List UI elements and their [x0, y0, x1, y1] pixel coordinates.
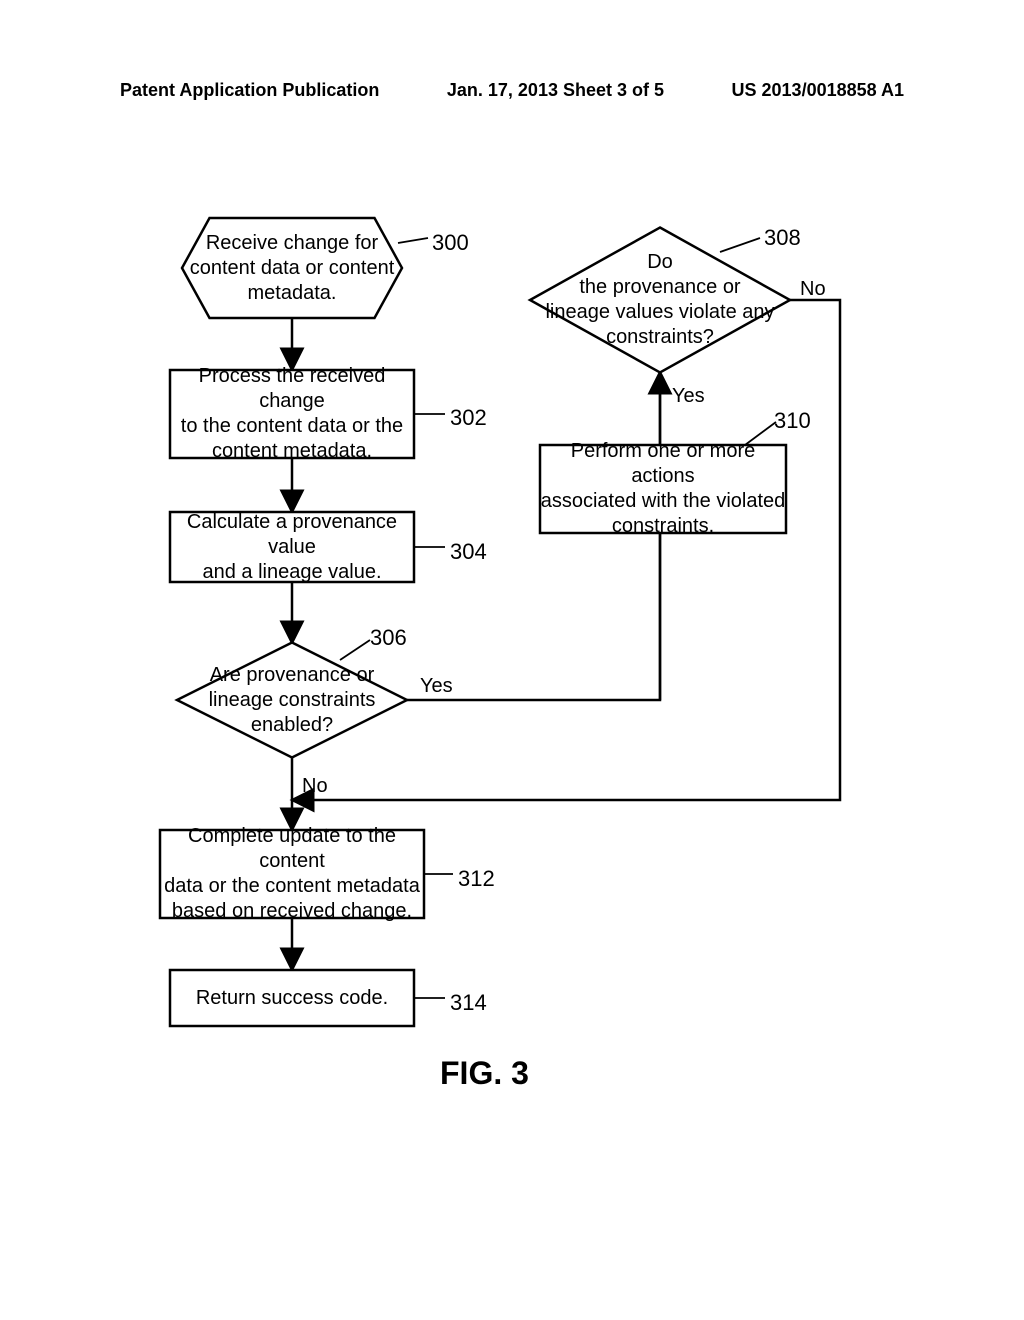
- edge-label: No: [800, 278, 826, 301]
- ref-label-308: 308: [764, 225, 801, 251]
- node-text-n312: Complete update to the contentdata or th…: [160, 830, 424, 918]
- edge-label: Yes: [672, 385, 705, 408]
- ref-label-312: 312: [458, 866, 495, 892]
- ref-label-310: 310: [774, 408, 811, 434]
- node-text-n306: Are provenance orlineage constraintsenab…: [177, 643, 407, 758]
- node-text-n304: Calculate a provenance valueand a lineag…: [170, 512, 414, 582]
- ref-label-314: 314: [450, 990, 487, 1016]
- edge-label: No: [302, 775, 328, 798]
- ref-label-300: 300: [432, 230, 469, 256]
- edge-label: Yes: [420, 675, 453, 698]
- ref-label-304: 304: [450, 539, 487, 565]
- node-text-n302: Process the received changeto the conten…: [170, 370, 414, 458]
- ref-label-306: 306: [370, 625, 407, 651]
- node-text-n314: Return success code.: [170, 970, 414, 1026]
- flowchart-canvas: [0, 0, 1024, 1320]
- node-text-n310: Perform one or more actionsassociated wi…: [540, 445, 786, 533]
- ref-leader: [398, 238, 428, 243]
- ref-label-302: 302: [450, 405, 487, 431]
- figure-label: FIG. 3: [440, 1055, 529, 1092]
- node-text-n308: Dothe provenance orlineage values violat…: [530, 228, 790, 373]
- node-text-n300: Receive change forcontent data or conten…: [182, 218, 402, 318]
